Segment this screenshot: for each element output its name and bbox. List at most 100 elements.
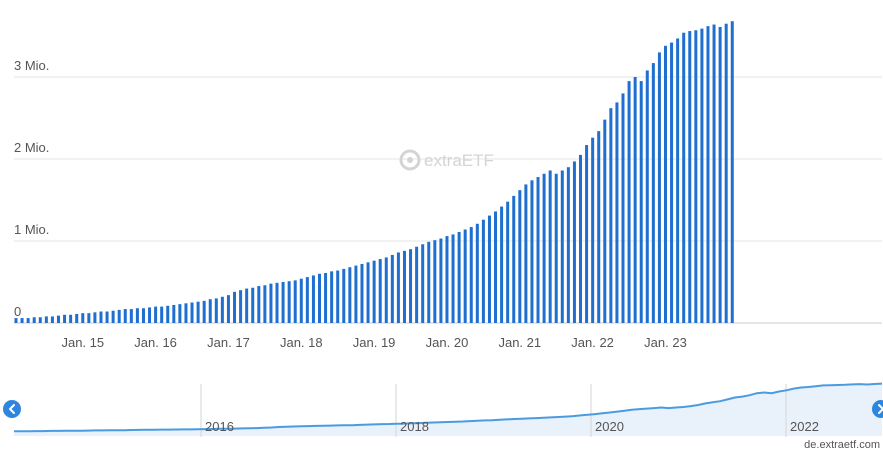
bar [20,318,24,323]
bar [724,23,728,323]
bar [475,223,479,323]
bar [566,167,570,323]
bar [384,257,388,323]
bar [427,241,431,323]
bar [512,195,516,323]
bar [354,265,358,323]
bar [396,252,400,323]
bar [694,30,698,323]
navigator-label-2016: 2016 [205,419,234,434]
bar [506,201,510,323]
watermark-logo-dot [407,157,413,163]
bar [63,314,67,323]
bar [645,70,649,323]
bar [281,282,285,323]
bar [336,270,340,323]
bar [257,286,261,323]
bar [324,272,328,323]
bar [390,254,394,323]
bar [293,280,297,323]
bar [409,249,413,323]
bar [609,108,613,323]
bar [421,244,425,323]
x-tick-label: Jan. 15 [61,335,104,350]
bar [700,28,704,324]
bar [481,219,485,323]
bar [75,313,79,323]
source-credit: de.extraetf.com [804,439,880,451]
x-tick-label: Jan. 20 [426,335,469,350]
bar [269,283,273,323]
bar [311,275,315,323]
bar [32,317,36,323]
bar [597,131,601,323]
navigator-scroll-right-button[interactable] [872,400,883,418]
bar [445,236,449,323]
bar [542,173,546,323]
x-tick-label: Jan. 23 [644,335,687,350]
bar [682,32,686,323]
chevron-left-icon[interactable] [3,400,21,418]
bar [172,304,176,323]
bar [44,316,48,323]
bar [378,259,382,323]
bar [366,262,370,323]
bar [402,250,406,323]
bar [299,278,303,323]
bar [463,229,467,323]
bar [530,180,534,323]
bar [348,267,352,323]
bar [154,306,158,323]
watermark-text: extraETF [424,151,494,170]
bar [670,42,674,324]
bar [251,287,255,323]
chevron-right-icon[interactable] [872,400,883,418]
watermark: extraETF [399,149,494,171]
bar [148,307,152,323]
bar [712,24,716,324]
navigator[interactable]: 2016 2018 2020 2022 [14,382,883,437]
bar [360,263,364,323]
bar [487,215,491,323]
bar [639,81,643,323]
bar [111,310,115,323]
x-tick-label: Jan. 22 [571,335,614,350]
bar [26,318,30,323]
bar [117,309,121,323]
bar [196,301,200,323]
navigator-area [14,383,882,436]
bar [202,300,206,323]
bar [87,313,91,323]
bar [166,305,170,323]
navigator-scroll-left-button[interactable] [3,400,21,418]
x-tick-label: Jan. 19 [353,335,396,350]
bar [50,316,54,323]
x-tick-label: Jan. 18 [280,335,323,350]
x-tick-label: Jan. 16 [134,335,177,350]
bar [676,38,680,324]
bar [305,277,309,323]
bar-series [14,21,734,324]
bar [560,170,564,323]
bar [123,309,127,323]
bar [105,311,109,323]
bar [342,268,346,323]
bar [14,318,18,323]
bar [69,314,73,323]
y-axis-labels: 0 1 Mio. 2 Mio. 3 Mio. [14,58,49,319]
bar [627,81,631,323]
bar [536,177,540,323]
bar [129,309,133,323]
bar [245,288,249,323]
watermark-logo-icon [399,149,421,171]
bar [372,260,376,323]
bar [160,306,164,323]
y-tick-label-2m: 2 Mio. [14,140,49,155]
bar [603,119,607,323]
bar [524,184,528,323]
chevron-left-glyph [9,404,15,414]
bar [457,231,461,323]
bar [585,145,589,323]
bar [518,190,522,323]
x-tick-label: Jan. 17 [207,335,250,350]
